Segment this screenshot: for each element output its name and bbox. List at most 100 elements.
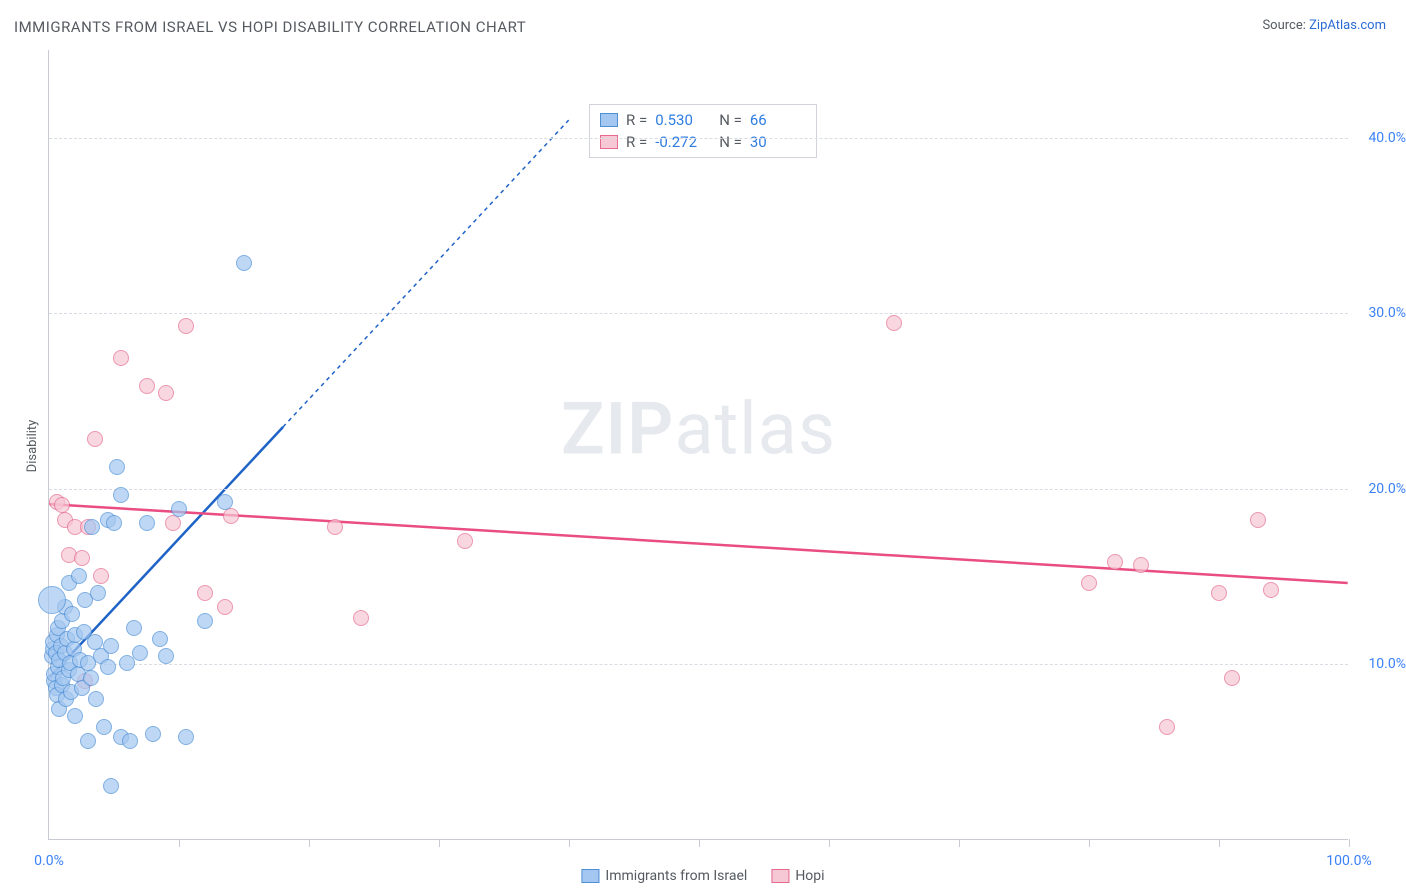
scatter-point-israel [119, 655, 135, 671]
trend-lines-layer [49, 50, 1348, 839]
x-tick [179, 839, 180, 847]
x-tick [829, 839, 830, 847]
scatter-point-israel [103, 638, 119, 654]
scatter-point-hopi [74, 550, 90, 566]
x-tick [439, 839, 440, 847]
scatter-point-israel [84, 519, 100, 535]
scatter-point-hopi [113, 350, 129, 366]
y-tick-label: 10.0% [1368, 656, 1406, 672]
y-tick-label: 40.0% [1368, 130, 1406, 146]
scatter-point-israel [100, 659, 116, 675]
chart-container: IMMIGRANTS FROM ISRAEL VS HOPI DISABILIT… [0, 0, 1406, 892]
r-value-2: -0.272 [655, 131, 711, 153]
scatter-point-hopi [178, 318, 194, 334]
scatter-point-hopi [1224, 670, 1240, 686]
swatch-series1 [600, 113, 618, 127]
n-value-1: 66 [750, 109, 806, 131]
scatter-point-hopi [886, 315, 902, 331]
scatter-point-israel [217, 494, 233, 510]
x-tick-label-max: 100.0% [1326, 853, 1371, 869]
swatch-series2-bottom [771, 869, 789, 883]
x-tick-label-min: 0.0% [34, 853, 64, 869]
legend-row-series1: R = 0.530 N = 66 [600, 109, 806, 131]
gridline-h [49, 664, 1348, 665]
scatter-point-hopi [1133, 557, 1149, 573]
scatter-point-israel [88, 691, 104, 707]
scatter-point-israel [152, 631, 168, 647]
series-legend: Immigrants from Israel Hopi [581, 868, 824, 884]
n-label-2: N = [719, 131, 742, 153]
legend-label-series2: Hopi [795, 868, 824, 884]
scatter-point-hopi [158, 385, 174, 401]
watermark-strong: ZIP [561, 386, 674, 471]
scatter-point-hopi [165, 515, 181, 531]
scatter-point-israel [103, 778, 119, 794]
scatter-point-israel [171, 501, 187, 517]
source-label: Source: [1262, 18, 1305, 33]
x-tick [309, 839, 310, 847]
x-tick [1349, 839, 1350, 847]
scatter-point-hopi [353, 610, 369, 626]
scatter-point-israel [132, 645, 148, 661]
r-value-1: 0.530 [655, 109, 711, 131]
scatter-point-israel [197, 613, 213, 629]
legend-item-series1: Immigrants from Israel [581, 868, 747, 884]
scatter-point-israel [145, 726, 161, 742]
scatter-point-hopi [457, 533, 473, 549]
scatter-point-hopi [1159, 719, 1175, 735]
trend-line [49, 504, 1347, 583]
scatter-point-israel [122, 733, 138, 749]
watermark: ZIPatlas [561, 386, 836, 471]
scatter-point-hopi [197, 585, 213, 601]
scatter-point-hopi [87, 431, 103, 447]
source-attribution: Source: ZipAtlas.com [1262, 18, 1386, 33]
scatter-point-israel [67, 708, 83, 724]
scatter-point-israel [80, 733, 96, 749]
scatter-point-hopi [1263, 582, 1279, 598]
chart-title: IMMIGRANTS FROM ISRAEL VS HOPI DISABILIT… [14, 18, 526, 36]
trend-line [283, 120, 569, 427]
scatter-point-hopi [223, 508, 239, 524]
x-tick [1089, 839, 1090, 847]
correlation-legend: R = 0.530 N = 66 R = -0.272 N = 30 [589, 104, 817, 158]
scatter-point-hopi [139, 378, 155, 394]
x-tick [569, 839, 570, 847]
scatter-point-israel [139, 515, 155, 531]
n-label-1: N = [719, 109, 742, 131]
plot-area: ZIPatlas R = 0.530 N = 66 R = -0.272 N =… [48, 50, 1348, 840]
gridline-h [49, 138, 1348, 139]
x-tick [959, 839, 960, 847]
r-label-2: R = [626, 131, 647, 153]
scatter-point-israel [38, 586, 66, 614]
scatter-point-hopi [93, 568, 109, 584]
scatter-point-hopi [1211, 585, 1227, 601]
watermark-light: atlas [674, 386, 836, 471]
n-value-2: 30 [750, 131, 806, 153]
y-tick-label: 20.0% [1368, 481, 1406, 497]
scatter-point-hopi [217, 599, 233, 615]
scatter-point-hopi [1250, 512, 1266, 528]
swatch-series1-bottom [581, 869, 599, 883]
scatter-point-hopi [327, 519, 343, 535]
scatter-point-israel [236, 255, 252, 271]
scatter-point-israel [178, 729, 194, 745]
scatter-point-israel [64, 606, 80, 622]
scatter-point-israel [109, 459, 125, 475]
scatter-point-hopi [1107, 554, 1123, 570]
scatter-point-israel [96, 719, 112, 735]
legend-row-series2: R = -0.272 N = 30 [600, 131, 806, 153]
r-label-1: R = [626, 109, 647, 131]
scatter-point-israel [158, 648, 174, 664]
y-tick-label: 30.0% [1368, 305, 1406, 321]
legend-label-series1: Immigrants from Israel [605, 868, 747, 884]
scatter-point-israel [106, 515, 122, 531]
scatter-point-israel [83, 670, 99, 686]
source-link[interactable]: ZipAtlas.com [1309, 18, 1386, 33]
gridline-h [49, 313, 1348, 314]
x-tick [699, 839, 700, 847]
x-tick [1219, 839, 1220, 847]
scatter-point-israel [126, 620, 142, 636]
y-axis-label: Disability [25, 420, 40, 473]
legend-item-series2: Hopi [771, 868, 824, 884]
scatter-point-hopi [1081, 575, 1097, 591]
